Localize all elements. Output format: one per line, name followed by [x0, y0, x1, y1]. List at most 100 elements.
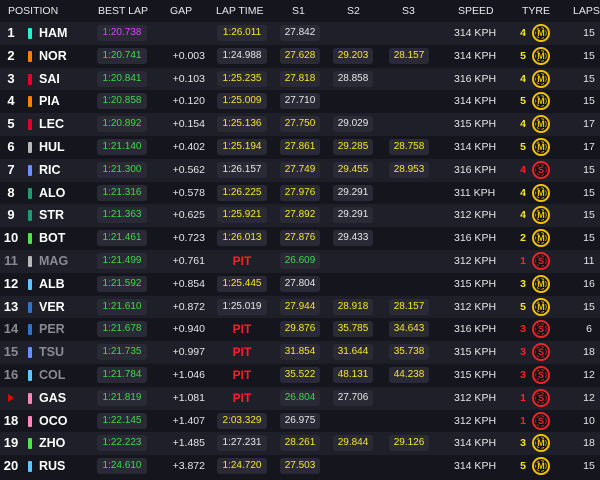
- driver-code[interactable]: MAG: [39, 254, 69, 268]
- tyre-compound-label: M: [537, 438, 545, 449]
- tyre-age: 4: [520, 186, 526, 199]
- tyre-compound-label: M: [537, 187, 545, 198]
- sector-s2-time: 31.644: [333, 344, 373, 361]
- table-row[interactable]: 5 LEC 1:20.892 +0.154 1:25.136 27.750 29.029 31…: [0, 113, 600, 136]
- lap-count: 18: [583, 437, 595, 450]
- table-row[interactable]: 11 MAG 1:21.499 +0.761 PIT 26.609 312 KPH 1 S 11: [0, 250, 600, 273]
- column-header-row: POSITION BEST LAP GAP LAP TIME S1 S2 S3 …: [0, 0, 600, 22]
- gap-to-leader: +0.578: [172, 186, 205, 199]
- lap-count: 15: [583, 460, 595, 473]
- best-lap-time: 1:20.892: [97, 116, 147, 133]
- last-lap-time: 1:26.013: [217, 230, 267, 247]
- speed-trap: 314 KPH: [454, 27, 497, 39]
- gap-to-leader: +0.103: [172, 72, 205, 85]
- best-lap-time: 1:21.140: [97, 139, 147, 155]
- driver-code[interactable]: SAI: [39, 71, 60, 86]
- driver-code[interactable]: ALO: [39, 185, 66, 200]
- driver-code[interactable]: NOR: [39, 48, 67, 63]
- gap-to-leader: +0.562: [172, 163, 205, 176]
- table-row[interactable]: 8 ALO 1:21.316 +0.578 1:26.225 27.976 29.291 31…: [0, 181, 600, 205]
- header-gap[interactable]: GAP: [170, 5, 193, 17]
- driver-code[interactable]: COL: [39, 368, 66, 382]
- lap-count: 11: [583, 255, 595, 267]
- table-row[interactable]: 18 OCO 1:22.145 +1.407 2:03.329 26.975 312 KPH…: [0, 409, 600, 433]
- driver-code[interactable]: RIC: [39, 162, 61, 177]
- driver-code[interactable]: ALB: [39, 276, 65, 291]
- pit-indicator: PIT: [232, 322, 252, 337]
- table-row[interactable]: 10 BOT 1:21.461 +0.723 1:26.013 27.876 29.433 3…: [0, 227, 600, 250]
- tyre-age: 2: [520, 232, 526, 245]
- position-number: 8: [7, 184, 15, 200]
- table-row[interactable]: 7 RIC 1:21.300 +0.562 1:26.157 27.749 29.455 28…: [0, 158, 600, 182]
- sector-s1-time: 31.854: [280, 344, 320, 361]
- last-lap-time: 1:26.011: [217, 25, 267, 41]
- medium-tyre-icon: M: [532, 92, 550, 111]
- driver-code[interactable]: ZHO: [39, 436, 66, 451]
- speed-trap: 312 KPH: [454, 391, 497, 404]
- sector-s1-time: 27.976: [280, 184, 320, 201]
- driver-code[interactable]: STR: [39, 208, 64, 223]
- tyre-age: 4: [520, 209, 526, 222]
- soft-tyre-icon: S: [532, 388, 550, 407]
- header-s3[interactable]: S3: [402, 5, 415, 17]
- table-row[interactable]: 12 ALB 1:21.592 +0.854 1:25.445 27.804 315 KPH…: [0, 272, 600, 296]
- medium-tyre-icon: M: [532, 46, 550, 65]
- lap-count: 15: [583, 49, 595, 62]
- sector-s2-time: 29.433: [333, 230, 373, 247]
- driver-code[interactable]: PER: [39, 322, 65, 337]
- header-speed[interactable]: SPEED: [458, 5, 494, 17]
- driver-code[interactable]: GAS: [39, 390, 67, 405]
- table-row[interactable]: 2 NOR 1:20.741 +0.003 1:24.988 27.628 29.203 28…: [0, 44, 600, 68]
- sector-s1-time: 26.975: [280, 412, 320, 429]
- best-lap-time: 1:21.499: [97, 253, 147, 269]
- driver-code[interactable]: RUS: [39, 459, 66, 474]
- team-color-bar: [28, 392, 32, 404]
- table-row[interactable]: 15 TSU 1:21.735 +0.997 PIT 31.854 31.644 35.738…: [0, 341, 600, 364]
- lap-count: 17: [583, 141, 595, 153]
- header-best-lap[interactable]: BEST LAP: [98, 5, 148, 17]
- table-row[interactable]: 3 SAI 1:20.841 +0.103 1:25.235 27.818 28.858 31…: [0, 67, 600, 91]
- driver-code[interactable]: BOT: [39, 231, 66, 246]
- table-row[interactable]: 1 HAM 1:20.738 1:26.011 27.842 314 KPH 4 M 15: [0, 22, 600, 45]
- gap-to-leader: +0.723: [172, 232, 205, 245]
- header-s2[interactable]: S2: [347, 5, 360, 17]
- team-color-bar: [28, 347, 32, 359]
- last-lap-time: 1:25.136: [217, 116, 267, 133]
- medium-tyre-icon: M: [532, 457, 550, 476]
- table-row[interactable]: 4 PIA 1:20.858 +0.120 1:25.009 27.710 314 KPH 5…: [0, 90, 600, 114]
- driver-code[interactable]: HAM: [39, 26, 68, 40]
- table-row[interactable]: 6 HUL 1:21.140 +0.402 1:25.194 27.861 29.285 28…: [0, 136, 600, 159]
- sector-s1-time: 28.261: [280, 435, 320, 452]
- header-position[interactable]: POSITION: [8, 5, 59, 17]
- header-laps[interactable]: LAPS: [573, 5, 600, 17]
- header-lap-time[interactable]: LAP TIME: [216, 5, 264, 17]
- speed-trap: 312 KPH: [454, 300, 497, 313]
- sector-s2-time: 29.029: [333, 116, 373, 133]
- table-row[interactable]: 20 RUS 1:24.610 +3.872 1:24.720 27.503 314 KPH…: [0, 455, 600, 478]
- driver-code[interactable]: LEC: [39, 117, 64, 132]
- driver-code[interactable]: HUL: [39, 140, 65, 154]
- table-row[interactable]: 14 PER 1:21.678 +0.940 PIT 29.876 35.785 34.643…: [0, 318, 600, 342]
- table-row[interactable]: GAS 1:21.819 +1.081 PIT 26.804 27.706 312 KPH 1…: [0, 386, 600, 410]
- lap-count: 15: [583, 300, 595, 313]
- tyre-age: 4: [520, 72, 526, 85]
- driver-code[interactable]: OCO: [39, 413, 68, 428]
- last-lap-time: 1:26.157: [217, 161, 267, 178]
- lap-count: 15: [583, 163, 595, 176]
- table-row[interactable]: 16 COL 1:21.784 +1.046 PIT 35.522 48.131 44.238…: [0, 364, 600, 387]
- driver-code[interactable]: PIA: [39, 94, 60, 109]
- table-row[interactable]: 19 ZHO 1:22.223 +1.485 1:27.231 28.261 29.844 2…: [0, 432, 600, 456]
- table-row[interactable]: 13 VER 1:21.610 +0.872 1:25.019 27.944 28.918 2…: [0, 295, 600, 319]
- header-s1[interactable]: S1: [292, 5, 305, 17]
- driver-code[interactable]: TSU: [39, 345, 64, 360]
- best-lap-time: 1:24.610: [97, 458, 147, 475]
- position-number: 3: [7, 70, 15, 86]
- header-tyre[interactable]: TYRE: [522, 5, 551, 17]
- best-lap-time: 1:21.784: [97, 367, 147, 383]
- table-row[interactable]: 9 STR 1:21.363 +0.625 1:25.921 27.892 29.291 31…: [0, 204, 600, 228]
- pit-indicator: PIT: [232, 390, 252, 405]
- team-color-bar: [28, 164, 32, 176]
- driver-code[interactable]: VER: [39, 299, 65, 314]
- sector-s2-time: 29.291: [333, 207, 373, 224]
- speed-trap: 314 KPH: [454, 95, 497, 108]
